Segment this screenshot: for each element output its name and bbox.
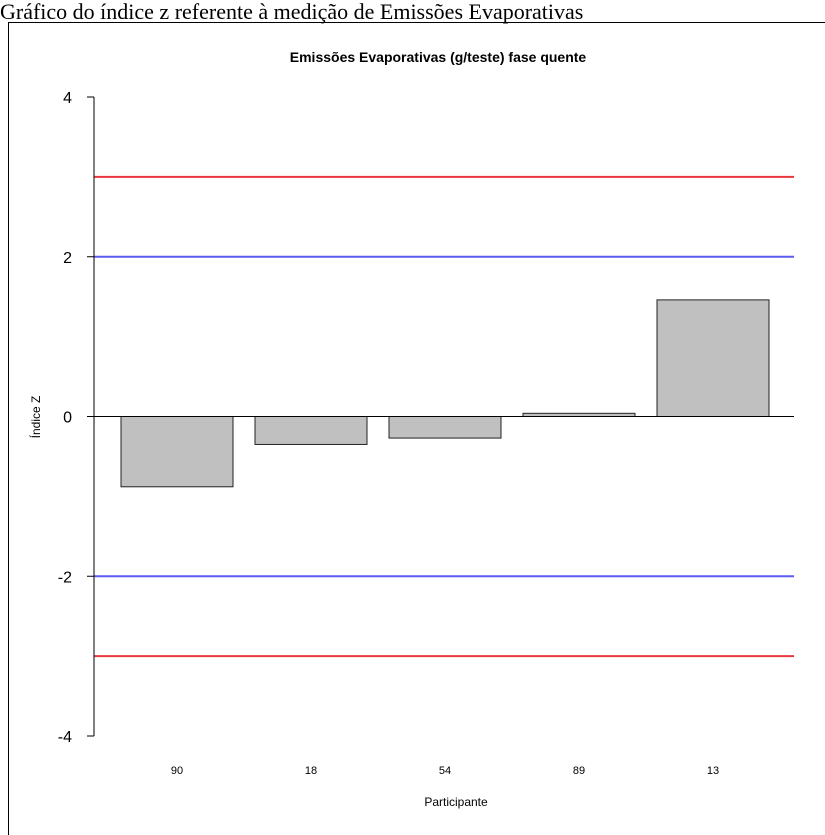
bars	[94, 299, 794, 488]
x-tick-label: 89	[573, 765, 585, 777]
bar-90	[120, 416, 234, 488]
chart-frame	[8, 22, 825, 835]
y-tick-label: -2	[58, 569, 72, 586]
x-tick-labels: 90 18 54 89 13	[171, 765, 719, 777]
bar-13	[656, 299, 770, 418]
x-axis-label: Participante	[424, 795, 488, 809]
bar-54	[388, 416, 502, 439]
x-tick-label: 18	[305, 765, 317, 777]
x-tick-label: 90	[171, 765, 183, 777]
chart-title: Emissões Evaporativas (g/teste) fase que…	[290, 49, 587, 65]
figure-caption: Gráfico do índice z referente à medição …	[0, 0, 584, 24]
x-tick-label: 54	[439, 765, 451, 777]
y-axis: 4 2 0 -2 -4	[58, 90, 95, 746]
y-tick-label: 4	[63, 90, 72, 107]
x-tick-label: 13	[707, 765, 719, 777]
y-axis-label: Índice Z	[28, 396, 43, 439]
bar-18	[254, 416, 368, 445]
y-tick-label: 0	[63, 410, 72, 427]
y-tick-label: 2	[63, 250, 72, 267]
y-tick-label: -4	[58, 729, 72, 746]
reference-lines	[94, 175, 794, 658]
